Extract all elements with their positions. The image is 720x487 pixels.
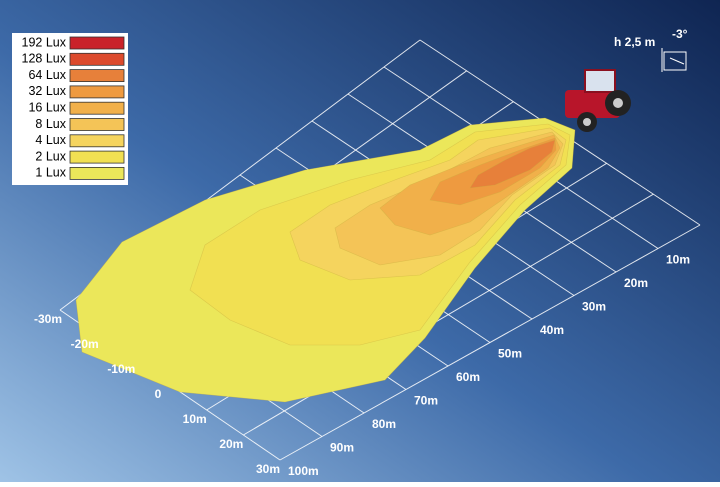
distance-label: 100m: [288, 464, 319, 478]
lateral-label: 20m: [219, 437, 243, 451]
distance-label: 20m: [624, 276, 648, 290]
light-zones: [75, 117, 576, 403]
legend-label: 2 Lux: [35, 149, 66, 163]
lateral-label: 0: [155, 387, 162, 401]
distance-label: 80m: [372, 417, 396, 431]
legend-swatch: [69, 166, 125, 180]
legend-swatch: [69, 85, 125, 99]
legend: 192 Lux 128 Lux 64 Lux 32 Lux 16 Lux 8 Lux 4 L…: [12, 33, 128, 185]
legend-label: 1 Lux: [35, 166, 66, 180]
legend-swatch: [69, 150, 125, 164]
distance-label: 60m: [456, 370, 480, 384]
lateral-label: 30m: [256, 462, 280, 476]
legend-label: 16 Lux: [28, 100, 66, 114]
legend-swatch: [69, 52, 125, 66]
mount-tilt: -3°: [672, 27, 688, 41]
legend-swatch: [69, 69, 125, 82]
lateral-label: -10m: [107, 362, 135, 376]
tractor-hub: [613, 98, 623, 108]
legend-label: 64 Lux: [28, 68, 66, 82]
tractor-hub: [583, 118, 591, 126]
lateral-label: 10m: [183, 412, 207, 426]
legend-label: 128 Lux: [22, 52, 67, 66]
legend-label: 8 Lux: [35, 117, 66, 131]
mount-height: h 2,5 m: [614, 35, 655, 49]
legend-swatch: [69, 118, 125, 131]
legend-label: 192 Lux: [22, 35, 67, 49]
legend-swatch: [69, 101, 125, 115]
distance-label: 50m: [498, 347, 522, 361]
tractor: [565, 69, 631, 132]
distance-label: 30m: [582, 300, 606, 314]
distance-label: 10m: [666, 253, 690, 267]
axis-labels: -30m -20m -10m 0 10m 20m 30m 10m 20m 30m 40m 50m 60m…: [34, 253, 690, 479]
zone-64: [469, 139, 556, 189]
legend-swatch: [69, 36, 125, 50]
mounting-icon: [661, 48, 687, 72]
distance-label: 70m: [414, 394, 438, 408]
distance-label: 90m: [330, 441, 354, 455]
tractor-body: [565, 90, 620, 118]
tractor-cab: [584, 69, 616, 93]
distance-label: 40m: [540, 323, 564, 337]
legend-swatch: [69, 134, 125, 148]
lateral-label: -20m: [71, 337, 99, 351]
icon-box: [663, 51, 687, 71]
lateral-label: -30m: [34, 312, 62, 326]
legend-label: 32 Lux: [28, 84, 66, 98]
legend-label: 4 Lux: [35, 133, 66, 147]
icon-line: [669, 57, 685, 65]
